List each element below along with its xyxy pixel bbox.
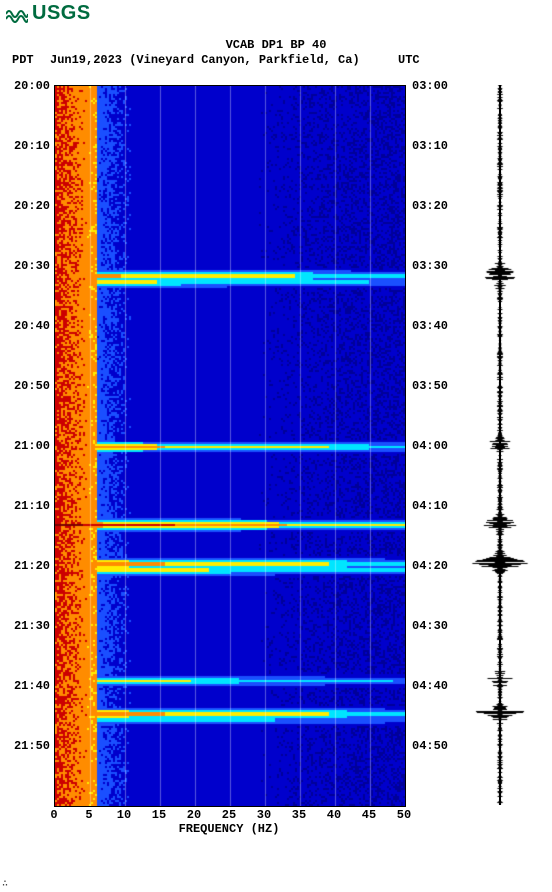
tz-left-label: PDT	[12, 53, 34, 67]
left-tick: 21:00	[2, 439, 50, 453]
freq-tick: 5	[85, 808, 92, 822]
right-tick: 04:50	[412, 739, 448, 753]
right-tick: 03:20	[412, 199, 448, 213]
usgs-logo: USGS	[6, 2, 91, 25]
freq-tick: 45	[362, 808, 376, 822]
left-tick: 20:10	[2, 139, 50, 153]
right-tick: 04:40	[412, 679, 448, 693]
freq-tick: 30	[257, 808, 271, 822]
right-tick: 03:30	[412, 259, 448, 273]
left-tick: 21:30	[2, 619, 50, 633]
freq-tick: 0	[50, 808, 57, 822]
right-tick: 03:50	[412, 379, 448, 393]
freq-tick: 10	[117, 808, 131, 822]
footer-mark: ∴	[2, 878, 8, 890]
right-tick: 04:10	[412, 499, 448, 513]
freq-tick: 20	[187, 808, 201, 822]
left-tick: 20:00	[2, 79, 50, 93]
freq-tick: 35	[292, 808, 306, 822]
frequency-axis-label: FREQUENCY (HZ)	[54, 822, 404, 836]
right-tick: 03:10	[412, 139, 448, 153]
right-tick: 03:40	[412, 319, 448, 333]
wave-icon	[6, 5, 28, 23]
left-tick: 20:30	[2, 259, 50, 273]
date-location: Jun19,2023 (Vineyard Canyon, Parkfield, …	[50, 53, 360, 67]
freq-tick: 50	[397, 808, 411, 822]
frequency-axis-ticks: 05101520253035404550	[54, 808, 404, 822]
usgs-logo-text: USGS	[32, 2, 91, 25]
freq-tick: 40	[327, 808, 341, 822]
left-tick: 21:40	[2, 679, 50, 693]
right-tick: 04:20	[412, 559, 448, 573]
left-tick: 20:20	[2, 199, 50, 213]
tz-right-label: UTC	[398, 53, 420, 67]
seismogram-canvas	[460, 85, 540, 805]
left-tick: 20:50	[2, 379, 50, 393]
right-tick: 03:00	[412, 79, 448, 93]
freq-tick: 25	[222, 808, 236, 822]
seismogram-panel	[460, 85, 540, 805]
right-tick: 04:00	[412, 439, 448, 453]
left-tick: 21:20	[2, 559, 50, 573]
right-tick: 04:30	[412, 619, 448, 633]
left-tick: 20:40	[2, 319, 50, 333]
freq-tick: 15	[152, 808, 166, 822]
spectrogram-plot	[54, 85, 406, 807]
spectrogram-canvas	[55, 86, 405, 806]
left-tick: 21:50	[2, 739, 50, 753]
plot-title: VCAB DP1 BP 40	[0, 38, 552, 52]
page: USGS VCAB DP1 BP 40 PDT Jun19,2023 (Vine…	[0, 0, 552, 892]
left-tick: 21:10	[2, 499, 50, 513]
